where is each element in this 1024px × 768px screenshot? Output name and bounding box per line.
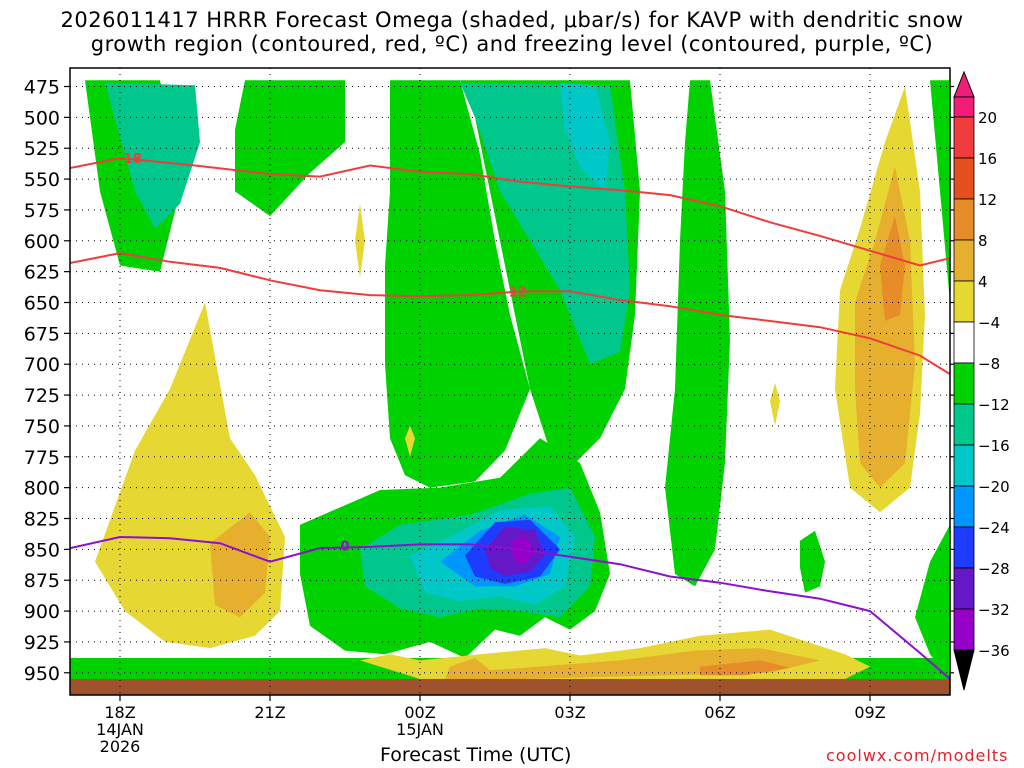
colorbar-label-9: −20: [978, 478, 1010, 496]
colorbar-label-1: 16: [978, 150, 997, 168]
colorbar-label-3: 8: [978, 232, 988, 250]
omega-area-band-negative-4-i: [930, 80, 950, 303]
colorbar-box-7: [953, 403, 975, 446]
omega-area-band-negative-4-b: [235, 80, 345, 217]
colorbar-label-4: 4: [978, 273, 988, 291]
y-tick-label-700: 700: [24, 354, 60, 376]
omega-area-band-negative-8-a: [105, 82, 200, 229]
colorbar-box-5: [953, 321, 975, 364]
contour-line--18C: [70, 157, 950, 267]
chart-title-line-2: growth region (contoured, red, ºC) and f…: [90, 32, 934, 56]
colorbar-label-10: −24: [978, 519, 1010, 537]
x-tick-label-21Z: 21Z: [254, 703, 285, 722]
colorbar-box-3: [953, 239, 975, 282]
chart-title-line-1: 2026011417 HRRR Forecast Omega (shaded, …: [60, 8, 964, 32]
chart-title: 2026011417 HRRR Forecast Omega (shaded, …: [0, 8, 1024, 56]
x-tick-label-18Z: 18Z: [104, 703, 135, 722]
colorbar-box-6: [953, 362, 975, 405]
y-tick-label-525: 525: [24, 138, 60, 160]
x-tick-date-00Z: 15JAN: [396, 720, 444, 739]
contour-line--12C: [70, 252, 950, 375]
y-tick-label-625: 625: [24, 262, 60, 284]
colorbar-box-12: [953, 608, 975, 651]
gridlines: [70, 68, 950, 695]
y-tick-label-600: 600: [24, 231, 60, 253]
colorbar-box-9: [953, 485, 975, 528]
y-tick-label-950: 950: [24, 663, 60, 685]
colorbar-label-5: −4: [978, 314, 1000, 332]
contour-label--12C: -12: [503, 285, 527, 300]
omega-area-band-negative-4-e: [665, 80, 730, 587]
colorbar-label-13: −36: [978, 642, 1010, 660]
colorbar-box-2: [953, 198, 975, 241]
omega-area-band-positive-4-d: [355, 203, 365, 278]
y-tick-label-800: 800: [24, 478, 60, 500]
y-axis: 475 500 525 550 575 600 625 650 675 700 725 750 775 8…: [24, 77, 954, 685]
colorbar-label-6: −8: [978, 355, 1000, 373]
colorbar-box-1: [953, 157, 975, 200]
omega-area-band-positive-12-b: [700, 660, 790, 676]
plot-frame: [69, 67, 951, 696]
colorbar-label-2: 12: [978, 191, 997, 209]
y-tick-label-900: 900: [24, 601, 60, 623]
colorbar-box-10: [953, 526, 975, 569]
y-tick-label-850: 850: [24, 539, 60, 561]
colorbar-label-12: −32: [978, 601, 1010, 619]
y-tick-label-875: 875: [24, 570, 60, 592]
colorbar-label-11: −28: [978, 560, 1010, 578]
contour-line-0C: [70, 535, 950, 680]
y-tick-label-500: 500: [24, 107, 60, 129]
omega-area-band-negative-4-g: [800, 530, 825, 593]
x-tick-year-18Z: 2026: [100, 737, 141, 756]
colorbar-box-4: [953, 280, 975, 323]
colorbar-top-arrow: [953, 70, 975, 98]
colorbar-bottom-arrow: [953, 649, 975, 691]
omega-shading-group: [70, 80, 950, 695]
colorbar-label-8: −16: [978, 437, 1010, 455]
y-tick-label-750: 750: [24, 416, 60, 438]
y-tick-label-825: 825: [24, 509, 60, 531]
colorbar-label-0: 20: [978, 109, 997, 127]
colorbar-box-8: [953, 444, 975, 487]
omega-area-band-negative-4-h: [915, 524, 950, 679]
colorbar: 20 16 12 8 4 −4 −8 −12 −16 −20 −24 −28 −32 −36: [953, 70, 1010, 691]
y-tick-label-650: 650: [24, 293, 60, 315]
x-tick-label-00Z: 00Z: [404, 703, 435, 722]
y-tick-label-725: 725: [24, 385, 60, 407]
omega-area-band-positive-4-f: [770, 382, 780, 426]
y-tick-label-775: 775: [24, 447, 60, 469]
omega-area-band-negative-12-a: [560, 82, 610, 192]
colorbar-label-7: −12: [978, 396, 1010, 414]
y-tick-label-575: 575: [24, 200, 60, 222]
omega-area-band-positive-12-a: [880, 216, 905, 321]
temperature-contours: [70, 157, 950, 680]
x-tick-label-09Z: 09Z: [854, 703, 885, 722]
credit-label: coolwx.com/modelts: [826, 746, 1009, 765]
colorbar-box-top-extra: [953, 96, 975, 118]
omega-area-band-negative-4-c: [385, 80, 530, 488]
colorbar-box-11: [953, 567, 975, 610]
y-tick-label-675: 675: [24, 323, 60, 345]
x-axis-title: Forecast Time (UTC): [380, 744, 572, 766]
omega-area-band-positive-8-a: [210, 512, 270, 618]
omega-area-band-positive-4-e: [405, 425, 415, 457]
contour-label-0C: 0: [340, 540, 349, 555]
y-tick-label-475: 475: [24, 77, 60, 99]
colorbar-box-0: [953, 116, 975, 159]
x-tick-label-03Z: 03Z: [554, 703, 585, 722]
y-tick-label-925: 925: [24, 632, 60, 654]
x-tick-label-06Z: 06Z: [704, 703, 735, 722]
contour-label--18C: -18: [118, 152, 142, 167]
y-tick-label-550: 550: [24, 169, 60, 191]
ground-surface: [70, 678, 950, 695]
x-tick-date-18Z: 14JAN: [96, 720, 144, 739]
